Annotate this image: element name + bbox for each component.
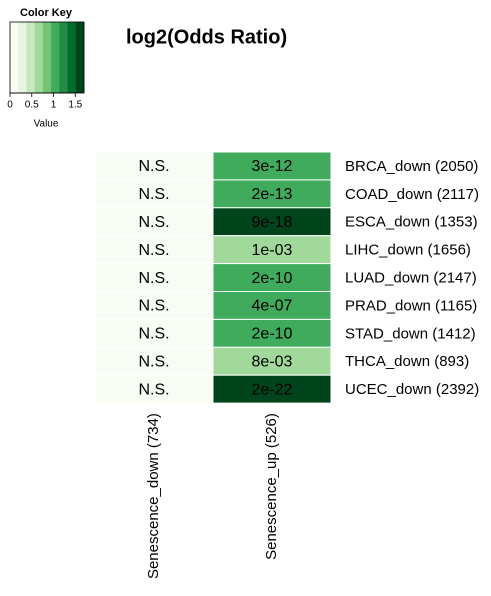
cell-text: 2e-13	[252, 186, 293, 203]
key-band	[59, 22, 68, 93]
cell	[212, 151, 332, 181]
cell-text: 4e-07	[252, 298, 293, 315]
cell	[212, 374, 332, 404]
row-label: ESCA_down (1353)	[345, 214, 478, 231]
cell-text: 9e-18	[252, 214, 293, 231]
key-band	[10, 22, 19, 93]
key-band	[51, 22, 60, 93]
key-tick-label: 1.5	[68, 100, 82, 111]
key-band	[18, 22, 27, 93]
cell-text: N.S.	[138, 214, 169, 231]
cell	[212, 207, 332, 237]
row-label: COAD_down (2117)	[345, 186, 479, 203]
cell-text: 2e-10	[252, 270, 293, 287]
key-label: Value	[34, 119, 59, 130]
cell-text: N.S.	[138, 381, 169, 398]
key-band	[75, 22, 85, 93]
cell-text: N.S.	[138, 270, 169, 287]
cell-text: 2e-22	[252, 381, 293, 398]
cell	[94, 179, 214, 209]
cell	[212, 318, 332, 348]
cell-text: N.S.	[138, 158, 169, 175]
cell	[212, 346, 332, 376]
key-tick-label: 0	[7, 100, 13, 111]
chart-title: log2(Odds Ratio)	[126, 26, 287, 48]
key-band	[26, 22, 35, 93]
cell	[212, 291, 332, 320]
row-label: LIHC_down (1656)	[345, 242, 471, 259]
cell-text: N.S.	[138, 298, 169, 315]
key-tick-label: 1	[51, 100, 57, 111]
cell-text: 1e-03	[252, 242, 293, 259]
cell-text: 3e-12	[252, 158, 293, 175]
row-label: BRCA_down (2050)	[345, 158, 478, 175]
cell-text: N.S.	[138, 242, 169, 259]
cell	[94, 346, 214, 376]
key-band	[67, 22, 77, 93]
cell	[94, 151, 214, 181]
key-band	[42, 22, 52, 93]
cell	[94, 207, 214, 237]
cell-text: 8e-03	[252, 353, 293, 370]
cell	[212, 179, 332, 209]
cell-text: N.S.	[138, 353, 169, 370]
cell-text: N.S.	[138, 186, 169, 203]
row-label: UCEC_down (2392)	[345, 381, 479, 398]
row-label: THCA_down (893)	[345, 353, 469, 370]
key-band	[34, 22, 44, 93]
key-title: Color Key	[20, 7, 73, 19]
cell	[94, 318, 214, 348]
row-label: PRAD_down (1165)	[345, 297, 477, 314]
cell	[212, 263, 332, 293]
cell	[94, 374, 214, 404]
cell-text: 2e-10	[252, 326, 293, 343]
cell-text: N.S.	[138, 326, 169, 343]
column-label: Senescence_down (734)	[145, 413, 162, 579]
cell	[94, 291, 214, 320]
key-tick-label: 0.5	[25, 100, 39, 111]
row-label: STAD_down (1412)	[345, 325, 476, 342]
column-label: Senescence_up (526)	[263, 413, 280, 560]
row-label: LUAD_down (2147)	[345, 270, 477, 287]
